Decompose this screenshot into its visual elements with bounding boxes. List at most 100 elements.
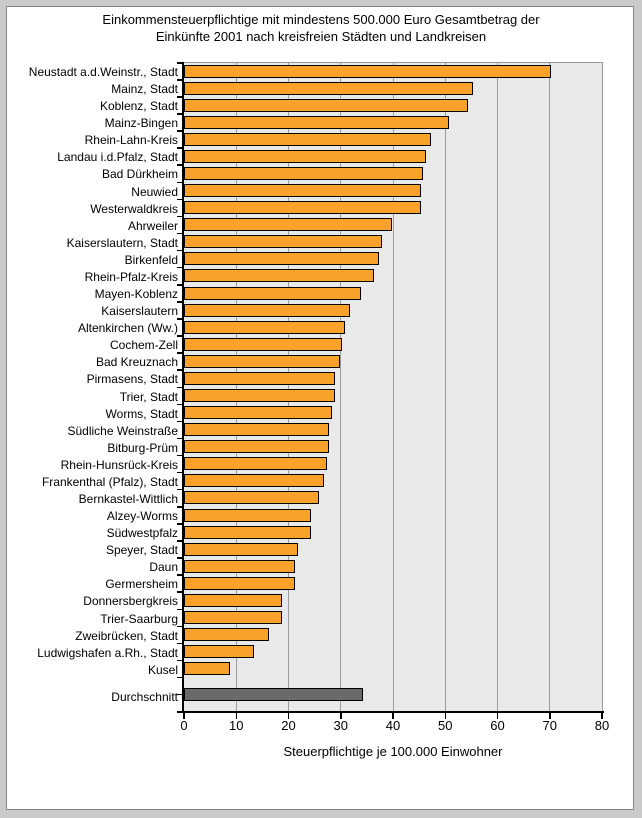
category-label-25: Frankenthal (Pfalz), Stadt	[41, 474, 178, 489]
plot-area	[183, 62, 603, 713]
x-axis-title: Steuerpflichtige je 100.000 Einwohner	[283, 744, 503, 759]
x-axis-line	[179, 711, 604, 713]
x-tick-label-0: 0	[180, 718, 188, 733]
average-row-label: Durchschnitt	[111, 690, 178, 704]
bar-17	[184, 337, 343, 351]
y-tick-12	[177, 266, 183, 269]
bar-11	[184, 235, 382, 249]
bar-33	[184, 611, 283, 625]
y-tick-24	[177, 471, 183, 474]
gridline-x-40	[392, 63, 394, 712]
category-label-12: Birkenfeld	[124, 252, 178, 267]
category-label-31: Germersheim	[105, 577, 178, 592]
y-tick-21	[177, 420, 183, 423]
y-tick-29	[177, 557, 183, 559]
y-tick-0	[177, 62, 183, 64]
category-label-26: Bernkastel-Wittlich	[78, 491, 178, 506]
y-tick-30	[177, 574, 183, 576]
category-label-34: Zweibrücken, Stadt	[75, 628, 178, 643]
category-label-17: Cochem-Zell	[109, 338, 178, 353]
category-label-11: Kaiserslautern, Stadt	[66, 235, 178, 250]
bar-26	[184, 491, 319, 505]
bar-27	[184, 508, 311, 522]
category-label-18: Bad Kreuznach	[95, 355, 178, 370]
x-tick-70	[549, 711, 551, 719]
x-tick-label-70: 70	[542, 718, 557, 733]
bar-4	[184, 115, 450, 129]
y-tick-9	[177, 215, 183, 218]
category-label-2: Mainz, Stadt	[111, 82, 178, 97]
y-tick-11	[177, 249, 183, 252]
y-tick-8	[177, 198, 183, 201]
bar-28	[184, 525, 311, 539]
y-tick-31	[177, 591, 183, 593]
chart-title-line-2: Einkünfte 2001 nach kreisfreien Städten …	[155, 29, 487, 44]
y-tick-26	[177, 506, 183, 508]
bar-25	[184, 474, 325, 488]
x-tick-60	[496, 711, 499, 719]
category-label-35: Ludwigshafen a.Rh., Stadt	[37, 645, 178, 660]
bar-6	[184, 149, 426, 163]
y-tick-13	[177, 284, 183, 286]
y-tick-20	[177, 403, 183, 406]
bar-35	[184, 645, 254, 659]
category-label-14: Mayen-Koblenz	[94, 287, 178, 302]
bar-23	[184, 440, 330, 454]
category-label-36: Kusel	[147, 662, 178, 677]
category-label-5: Rhein-Lahn-Kreis	[84, 133, 178, 148]
bar-24	[184, 457, 327, 471]
bar-13	[184, 269, 374, 283]
bar-16	[184, 320, 345, 334]
category-label-19: Pirmasens, Stadt	[86, 372, 178, 387]
y-tick-34	[177, 642, 183, 645]
category-label-23: Bitburg-Prüm	[107, 440, 178, 455]
x-tick-label-10: 10	[229, 718, 244, 733]
y-tick-2	[177, 96, 183, 98]
x-tick-label-20: 20	[281, 718, 296, 733]
x-tick-10	[235, 711, 237, 719]
y-tick-27	[177, 523, 183, 525]
x-tick-30	[340, 711, 342, 719]
category-label-24: Rhein-Hunsrück-Kreis	[60, 457, 178, 472]
category-label-16: Altenkirchen (Ww.)	[77, 321, 178, 336]
x-tick-label-80: 80	[594, 718, 610, 733]
y-tick-22	[177, 437, 183, 440]
category-label-3: Koblenz, Stadt	[99, 99, 178, 114]
y-tick-15	[177, 318, 183, 320]
x-tick-label-40: 40	[385, 718, 401, 733]
y-tick-28	[177, 540, 183, 542]
category-label-29: Speyer, Stadt	[105, 543, 178, 558]
x-tick-label-60: 60	[490, 718, 505, 733]
y-tick-37	[177, 693, 183, 696]
bar-7	[184, 166, 424, 180]
bar-18	[184, 354, 340, 368]
y-tick-25	[177, 488, 183, 491]
gridline-x-20	[288, 63, 289, 712]
category-label-33: Trier-Saarburg	[100, 611, 178, 626]
y-tick-38	[177, 711, 183, 713]
bar-5	[184, 132, 432, 146]
category-label-6: Landau i.d.Pfalz, Stadt	[57, 150, 178, 165]
bar-20	[184, 389, 335, 402]
bar-30	[184, 559, 296, 573]
gridline-x-10	[235, 63, 237, 712]
y-tick-18	[177, 369, 183, 371]
x-tick-50	[444, 711, 446, 719]
x-tick-label-30: 30	[333, 718, 348, 733]
y-tick-19	[177, 386, 183, 388]
x-tick-label-50: 50	[438, 718, 453, 733]
y-tick-33	[177, 625, 183, 628]
bar-19	[184, 371, 335, 385]
y-tick-1	[177, 79, 183, 81]
y-tick-7	[177, 181, 183, 184]
bar-22	[184, 423, 330, 437]
category-label-1: Neustadt a.d.Weinstr., Stadt	[28, 65, 178, 79]
category-label-15: Kaiserslautern	[101, 304, 178, 319]
bar-2	[184, 81, 473, 95]
x-tick-20	[287, 711, 290, 719]
bar-10	[184, 218, 392, 232]
bar-3	[184, 98, 468, 112]
category-label-28: Südwestpfalz	[106, 526, 178, 541]
gridline-x-60	[497, 63, 498, 712]
